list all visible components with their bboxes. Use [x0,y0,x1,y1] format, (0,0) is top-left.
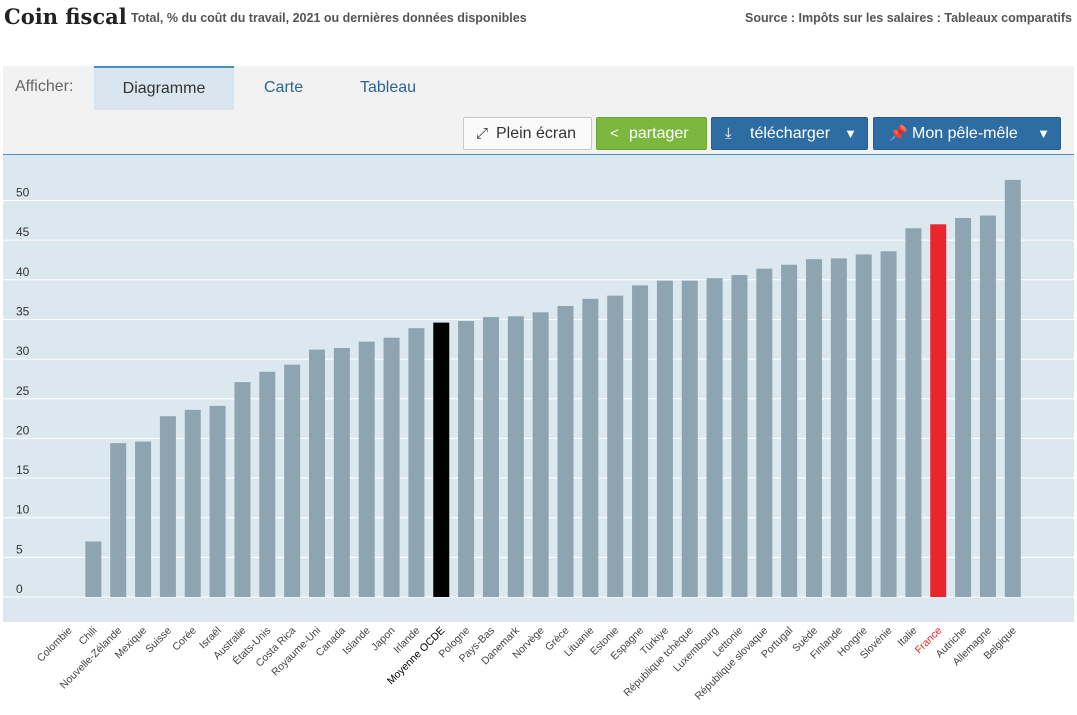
bar-5 [184,409,201,597]
bar-32 [855,254,872,597]
bar-6 [209,405,226,597]
bar-17 [482,317,499,597]
bar-11 [333,347,350,597]
tab-tableau[interactable]: Tableau [360,79,417,96]
x-tick-label-4: Suisse [143,625,174,656]
y-tick-label-40: 40 [16,265,30,279]
bar-1 [85,541,102,597]
y-tick-label-25: 25 [16,384,30,398]
bar-9 [284,364,301,597]
share-icon: < [610,125,619,142]
share-label: partager [629,125,689,142]
mypage-button[interactable]: 📌 Mon pêle-mêle ▼ [873,117,1061,150]
fullscreen-label: Plein écran [496,125,577,142]
y-tick-label-50: 50 [16,186,30,200]
bar-33 [880,251,897,597]
bar-10 [309,349,325,597]
bar-7 [234,382,251,597]
bar-25 [681,280,698,597]
share-button[interactable]: < partager [596,117,707,150]
expand-icon: ⤢ [476,125,489,142]
toolbar: Afficher: Diagramme Carte Tableau ⤢ Plei… [3,66,1074,154]
y-tick-label-10: 10 [16,503,30,517]
download-icon: ⤓ [725,125,732,142]
x-tick-label-0: Colombie [35,625,75,665]
download-button[interactable]: ⤓ télécharger ▼ [711,117,868,150]
bar-34 [905,228,922,597]
bar-26 [706,278,723,597]
bar-3 [135,441,152,597]
chart-subtitle: Total, % du coût du travail, 2021 ou der… [131,11,527,25]
bar-19 [532,312,549,597]
bar-38 [1004,179,1021,597]
bar-15 [433,322,450,597]
chevron-down-icon: ▼ [844,126,857,141]
bar-30 [806,259,822,597]
source-note[interactable]: Source : Impôts sur les salaires : Table… [745,11,1072,25]
y-tick-label-5: 5 [16,542,23,556]
bar-13 [383,337,400,597]
bar-4 [159,416,176,597]
tab-carte[interactable]: Carte [264,79,304,96]
page-title: Coin fiscal [4,4,127,29]
bar-12 [358,341,375,597]
y-tick-label-15: 15 [16,463,30,477]
y-tick-label-35: 35 [16,304,30,318]
tab-diagramme[interactable]: Diagramme [94,66,234,110]
mypage-label: Mon pêle-mêle [912,125,1018,142]
bar-21 [582,298,599,597]
y-tick-label-0: 0 [16,582,23,596]
pin-icon: 📌 [889,125,908,142]
bar-24 [656,280,673,597]
bar-36 [955,217,972,598]
y-tick-label-30: 30 [16,344,30,358]
bar-18 [507,316,524,597]
bar-14 [408,328,425,597]
chevron-down-icon: ▼ [1037,126,1050,141]
bar-22 [607,295,624,597]
show-label: Afficher: [15,78,74,95]
bar-29 [781,264,798,597]
x-tick-label-5: Corée [170,625,199,654]
bar-35 [930,224,947,597]
bar-28 [756,268,773,597]
fullscreen-button[interactable]: ⤢ Plein écran [463,117,592,150]
bar-37 [979,215,996,597]
bar-2 [110,443,127,597]
bar-8 [259,371,276,597]
x-tick-label-12: Islande [340,625,373,658]
bar-31 [830,258,847,597]
bar-27 [731,275,748,597]
y-tick-label-20: 20 [16,423,30,437]
bar-20 [557,305,574,597]
bar-16 [458,321,475,597]
chart-area: 0 5 10 15 20 25 30 35 40 45 50 Colombie Chili Nouvell… [3,154,1074,715]
download-label: télécharger [750,125,831,142]
y-tick-label-45: 45 [16,225,30,239]
bar-23 [632,285,649,597]
